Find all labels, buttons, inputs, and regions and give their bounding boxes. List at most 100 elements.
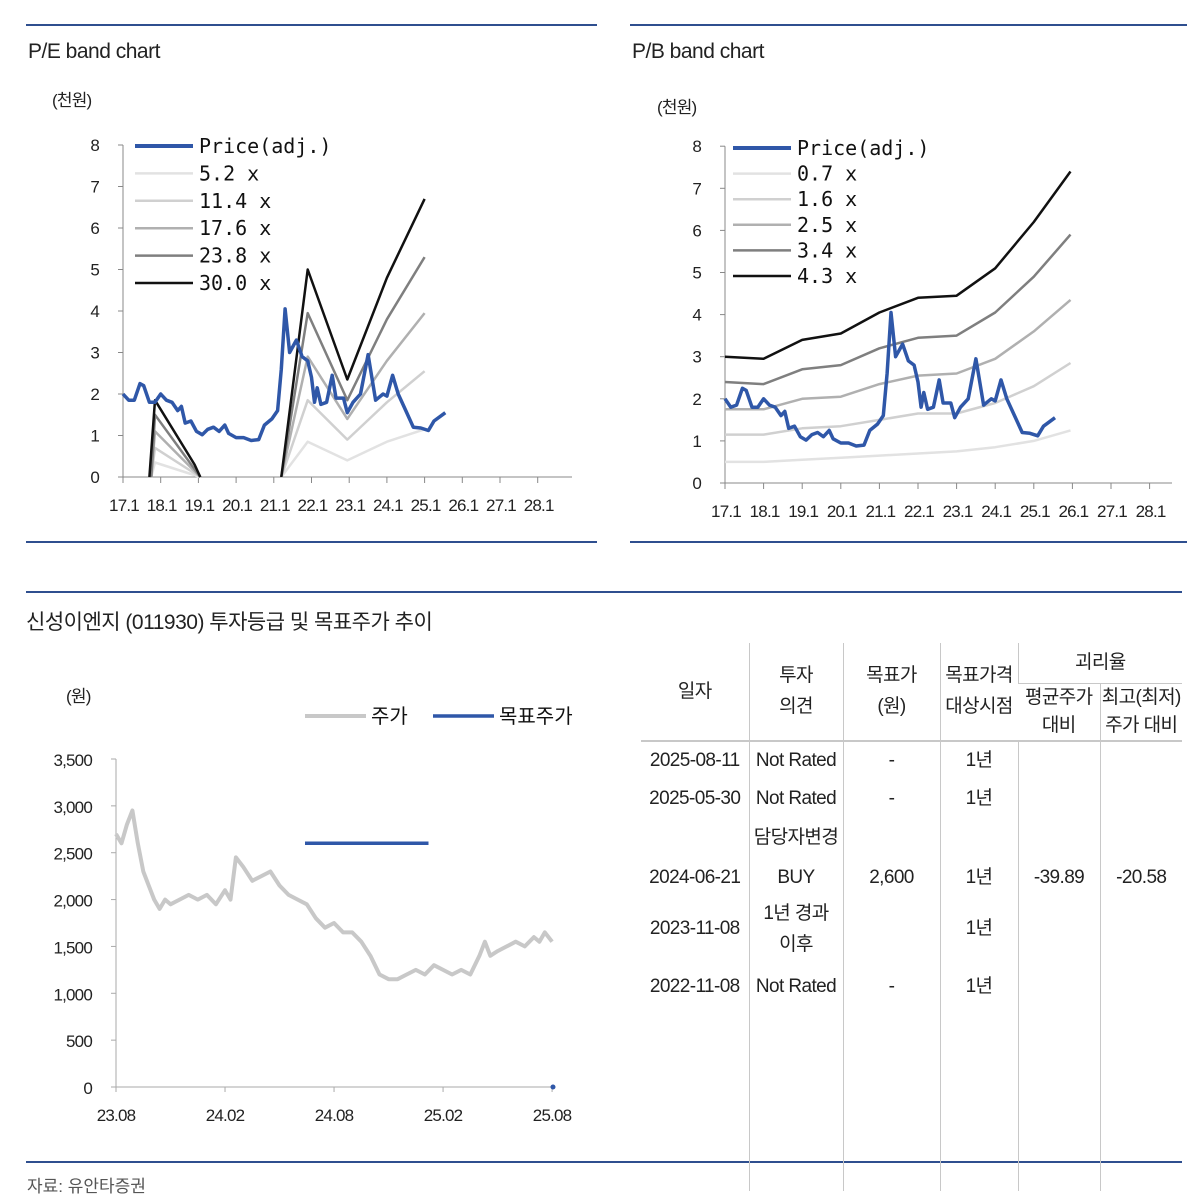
cell-target: - (842, 959, 940, 1013)
header-gap-avg: 평균주가 대비 (1018, 683, 1100, 742)
cell-target: 2,600 (842, 857, 940, 898)
header-gap: 괴리율 (1017, 643, 1183, 684)
x-tick-label: 17.1 (109, 496, 139, 515)
cell-gap-max (1099, 959, 1183, 1013)
y-tick-label: 3,500 (53, 751, 92, 770)
x-tick-label: 20.1 (827, 502, 857, 521)
x-tick-label: 24.1 (981, 502, 1011, 521)
x-tick-label: 19.1 (184, 496, 214, 515)
table-row: 담당자변경 (641, 817, 1183, 858)
legend-label: 4.3 x (797, 264, 857, 288)
y-tick-label: 1 (692, 432, 701, 451)
cell-gap-max (1099, 779, 1183, 818)
cell-horizon: 1년 (939, 740, 1018, 780)
pb-chart-title: P/B band chart (632, 40, 764, 63)
legend-label: 11.4 x (199, 189, 271, 213)
y-tick-label: 8 (692, 137, 701, 156)
y-tick-label: 3 (692, 348, 701, 367)
legend-label: Price(adj.) (797, 136, 929, 160)
rating-history-table: 일자 투자 의견 목표가 (원) 목표가격 대상시점 괴리율 평균주가 대비 최고(최저… (641, 643, 1183, 1191)
legend-label: 목표주가 (499, 704, 573, 728)
x-tick-label: 28.1 (1136, 502, 1166, 521)
cell-gap-max: -20.58 (1099, 857, 1183, 898)
series-line-3-4-x (724, 233, 1072, 386)
header-horizon: 목표가격 대상시점 (939, 643, 1018, 742)
x-tick-label: 22.1 (904, 502, 934, 521)
x-tick-label: 24.1 (373, 496, 403, 515)
header-target: 목표가 (원) (842, 643, 940, 742)
legend-label: 2.5 x (797, 213, 857, 237)
cell-opinion: Not Rated (748, 740, 843, 780)
x-tick-label: 23.1 (335, 496, 365, 515)
table-row: 2024-06-21 BUY 2,600 1년 -39.89 -20.58 (641, 857, 1183, 898)
legend-label: Price(adj.) (199, 134, 331, 158)
cell-horizon: 1년 (939, 779, 1018, 818)
cell-horizon: 1년 (939, 857, 1018, 898)
series-line-4-3-x (724, 170, 1072, 361)
y-tick-label: 1 (90, 427, 99, 446)
y-tick-label: 1,500 (53, 938, 92, 957)
x-tick-label: 18.1 (750, 502, 780, 521)
x-tick-label: 18.1 (147, 496, 177, 515)
y-tick-label: 5 (692, 264, 701, 283)
cell-horizon: 1년 (939, 959, 1018, 1013)
table-row: 2023-11-08 1년 경과 이후 1년 (641, 897, 1183, 960)
x-tick-label: 25.02 (424, 1106, 463, 1125)
y-tick-label: 7 (90, 178, 99, 197)
top-left-rule (26, 24, 597, 26)
top-right-rule (630, 24, 1187, 26)
x-tick-label: 28.1 (524, 496, 554, 515)
x-tick-label: 27.1 (486, 496, 516, 515)
y-tick-label: 2,500 (53, 845, 92, 864)
y-tick-label: 2 (90, 385, 99, 404)
x-tick-label: 25.1 (411, 496, 441, 515)
cell-gap-max (1099, 740, 1183, 780)
y-tick-label: 2 (692, 390, 701, 409)
y-axis-unit-label: (천원) (657, 98, 697, 117)
y-tick-label: 4 (90, 302, 99, 321)
y-tick-label: 2,000 (53, 892, 92, 911)
header-date: 일자 (641, 643, 749, 742)
legend-label: 3.4 x (797, 238, 857, 262)
cell-gap-avg (1017, 779, 1100, 818)
x-tick-label: 21.1 (865, 502, 895, 521)
x-tick-label: 24.08 (315, 1106, 354, 1125)
cell-target (842, 817, 940, 858)
cell-gap-avg: -39.89 (1017, 857, 1100, 898)
legend-label: 1.6 x (797, 187, 857, 211)
cell-opinion: Not Rated (748, 779, 843, 818)
y-tick-label: 3,000 (53, 798, 92, 817)
series-line-30-0-x (148, 198, 426, 478)
cell-date: 2023-11-08 (649, 918, 740, 939)
x-tick-label: 17.1 (711, 502, 741, 521)
series-line-price-adj- (121, 307, 447, 443)
table-row: 2025-08-11 Not Rated -1년 (641, 740, 1183, 780)
y-tick-label: 0 (90, 468, 99, 487)
cell-gap-avg (1017, 740, 1100, 780)
pe-chart-title: P/E band chart (28, 40, 160, 63)
table-row: 2025-05-30 Not Rated -1년 (641, 779, 1183, 818)
cell-horizon: 1년 (939, 897, 1018, 960)
x-tick-label: 23.08 (97, 1106, 136, 1125)
legend-label: 5.2 x (199, 161, 259, 185)
table-row: 2022-11-08 Not Rated -1년 (641, 959, 1183, 1013)
y-tick-label: 6 (692, 221, 701, 240)
x-tick-label: 20.1 (222, 496, 252, 515)
cell-target: - (842, 740, 940, 780)
page-bottom-rule (26, 1161, 1182, 1163)
cell-opinion: Not Rated (748, 959, 843, 1013)
cell-gap-avg (1017, 959, 1100, 1013)
target-price-chart-title: 신성이엔지 (011930) 투자등급 및 목표주가 추이 (26, 611, 433, 634)
x-tick-label: 21.1 (260, 496, 290, 515)
y-tick-label: 0 (692, 474, 701, 493)
empty-cell (842, 1012, 940, 1191)
x-tick-label: 25.1 (1020, 502, 1050, 521)
y-tick-label: 1,000 (53, 985, 92, 1004)
cell-date: 2022-11-08 (649, 975, 740, 997)
y-tick-label: 3 (90, 344, 99, 363)
x-tick-label: 25.08 (533, 1106, 572, 1125)
table-filler-row (641, 1012, 1183, 1191)
target-price-point (550, 1084, 556, 1090)
y-tick-label: 6 (90, 219, 99, 238)
cell-gap-avg (1017, 897, 1100, 960)
